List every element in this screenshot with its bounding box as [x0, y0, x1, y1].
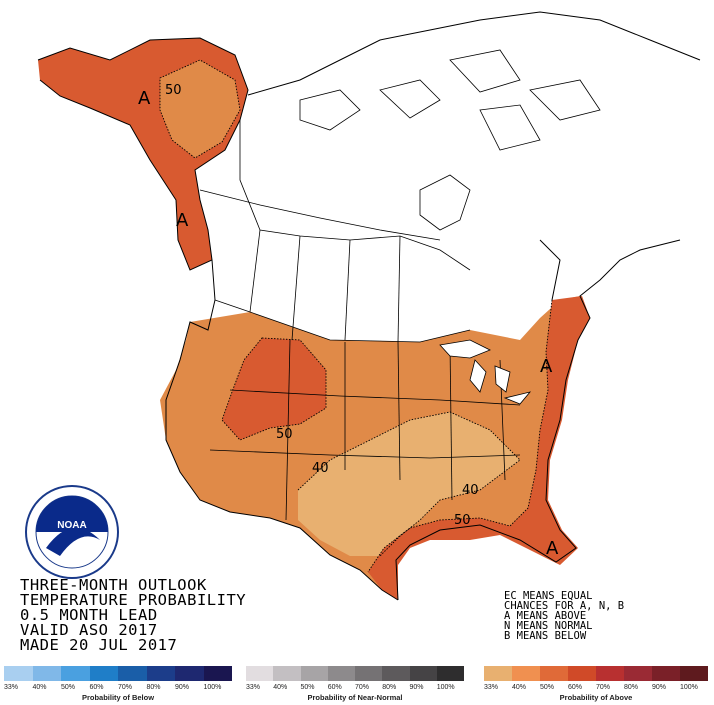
- legend-below-tick: 90%: [175, 684, 190, 691]
- contour-label-rockies-50: 50: [276, 427, 293, 442]
- contour-label-gulf-40: 40: [462, 483, 479, 498]
- legend-above-ticks: 33% 40% 50% 60% 70% 80% 90% 100%: [484, 684, 708, 691]
- legend-above-swatch: [540, 666, 568, 681]
- contour-labels: 50 50 40 40 50: [165, 83, 479, 528]
- legend-normal-swatch: [273, 666, 301, 681]
- probability-contours: [159, 59, 553, 573]
- legend-below-swatch: [89, 666, 118, 681]
- contour-label-gulf-50: 50: [454, 513, 471, 528]
- legend-normal-tick: 90%: [409, 684, 424, 691]
- legend-above-swatch: [596, 666, 624, 681]
- legend-normal-swatch: [300, 666, 328, 681]
- ec-line-1: EC MEANS EQUAL: [504, 590, 593, 602]
- legend-above-tick: 40%: [512, 684, 527, 691]
- legend-below-tick: 50%: [61, 684, 76, 691]
- legend-above: 33% 40% 50% 60% 70% 80% 90% 100% Probability of …: [484, 666, 708, 704]
- coastlines: [37, 11, 701, 601]
- legend-below-tick: 80%: [146, 684, 161, 691]
- legend-normal-tick: 40%: [273, 684, 288, 691]
- legend-normal-tick: 33%: [246, 684, 261, 691]
- outlook-title-block: THREE-MONTH OUTLOOK TEMPERATURE PROBABIL…: [20, 576, 247, 654]
- legend-normal-swatch: [436, 666, 464, 681]
- rockies-above-50-area: [222, 338, 326, 440]
- area-label-southeast: A: [546, 538, 559, 559]
- legend-normal-tick: 80%: [382, 684, 397, 691]
- area-labels: A A A A: [138, 88, 559, 559]
- legend-normal-bar: [246, 666, 464, 681]
- legend-below-tick: 40%: [32, 684, 47, 691]
- ec-line-4: N MEANS NORMAL: [504, 620, 593, 632]
- noaa-logo: NOAA: [25, 485, 119, 579]
- conus-above-33-area: [298, 412, 520, 556]
- title-line-4: VALID ASO 2017: [20, 621, 158, 639]
- legend-normal: 33% 40% 50% 60% 70% 80% 90% 100% Probability of …: [246, 666, 464, 704]
- legend-normal-swatch: [382, 666, 410, 681]
- ec-line-2: CHANCES FOR A, N, B: [504, 600, 625, 612]
- ec-line-5: B MEANS BELOW: [504, 630, 587, 642]
- legend-above-bar: [484, 666, 708, 681]
- title-line-2: TEMPERATURE PROBABILITY: [20, 591, 247, 609]
- legend-below-tick: 100%: [203, 684, 222, 691]
- legend-above-swatch: [652, 666, 680, 681]
- contour-label-plains-40: 40: [312, 461, 329, 476]
- legend-normal-swatch: [327, 666, 355, 681]
- legend-below-bar: [4, 666, 232, 681]
- legend-below-swatch: [118, 666, 147, 681]
- legend-below: 33% 40% 50% 60% 70% 80% 90% 100% Probability of …: [4, 666, 232, 704]
- legend-normal-ticks: 33% 40% 50% 60% 70% 80% 90% 100%: [246, 684, 464, 691]
- alaska-above-40-area: [160, 60, 240, 158]
- contour-label-alaska-50: 50: [165, 83, 182, 98]
- legend-below-swatch: [4, 666, 33, 681]
- ec-key-block: EC MEANS EQUAL CHANCES FOR A, N, B A MEA…: [504, 590, 625, 642]
- eastcoast-above-50-area: [368, 296, 590, 600]
- area-label-panhandle: A: [176, 210, 189, 231]
- legend-above-caption: Probability of Above: [559, 693, 633, 702]
- legend-normal-tick: 60%: [327, 684, 342, 691]
- legend-above-tick: 90%: [652, 684, 667, 691]
- legend-above-swatch: [512, 666, 540, 681]
- legend-above-swatch: [484, 666, 512, 681]
- legend-below-swatch: [61, 666, 90, 681]
- legend-above-tick: 60%: [568, 684, 583, 691]
- legend-normal-caption: Probability of Near-Normal: [307, 693, 403, 702]
- legend-normal-swatch: [246, 666, 274, 681]
- legend-below-swatch: [203, 666, 232, 681]
- legend-normal-tick: 100%: [436, 684, 455, 691]
- legend-above-swatch: [680, 666, 708, 681]
- legend-normal-swatch: [355, 666, 383, 681]
- legend-normal-tick: 70%: [355, 684, 370, 691]
- legend-below-ticks: 33% 40% 50% 60% 70% 80% 90% 100%: [4, 684, 232, 691]
- area-label-alaska: A: [138, 88, 151, 109]
- legend-above-tick: 100%: [680, 684, 698, 691]
- ec-line-3: A MEANS ABOVE: [504, 610, 587, 622]
- legend-normal-swatch: [409, 666, 437, 681]
- great-lakes: [439, 339, 532, 405]
- legend-above-tick: 50%: [540, 684, 555, 691]
- arctic-islands: [299, 49, 601, 231]
- area-label-northeast: A: [540, 356, 553, 377]
- title-line-5: MADE 20 JUL 2017: [20, 636, 178, 654]
- legend-below-swatch: [175, 666, 204, 681]
- legend-above-tick: 70%: [596, 684, 611, 691]
- legend-below-swatch: [146, 666, 175, 681]
- title-line-3: 0.5 MONTH LEAD: [20, 606, 158, 624]
- legend-above-tick: 80%: [624, 684, 639, 691]
- political-boundaries: [199, 120, 521, 521]
- title-line-1: THREE-MONTH OUTLOOK: [20, 576, 207, 594]
- noaa-logo-text: NOAA: [57, 520, 86, 531]
- legend-above-swatch: [624, 666, 652, 681]
- legend-below-caption: Probability of Below: [81, 693, 155, 702]
- legend-above-swatch: [568, 666, 596, 681]
- legend-below-tick: 60%: [89, 684, 104, 691]
- legend-normal-tick: 50%: [300, 684, 315, 691]
- legend-below-swatch: [32, 666, 61, 681]
- legend-below-tick: 33%: [4, 684, 19, 691]
- legend-below-tick: 70%: [118, 684, 133, 691]
- legend-above-tick: 33%: [484, 684, 499, 691]
